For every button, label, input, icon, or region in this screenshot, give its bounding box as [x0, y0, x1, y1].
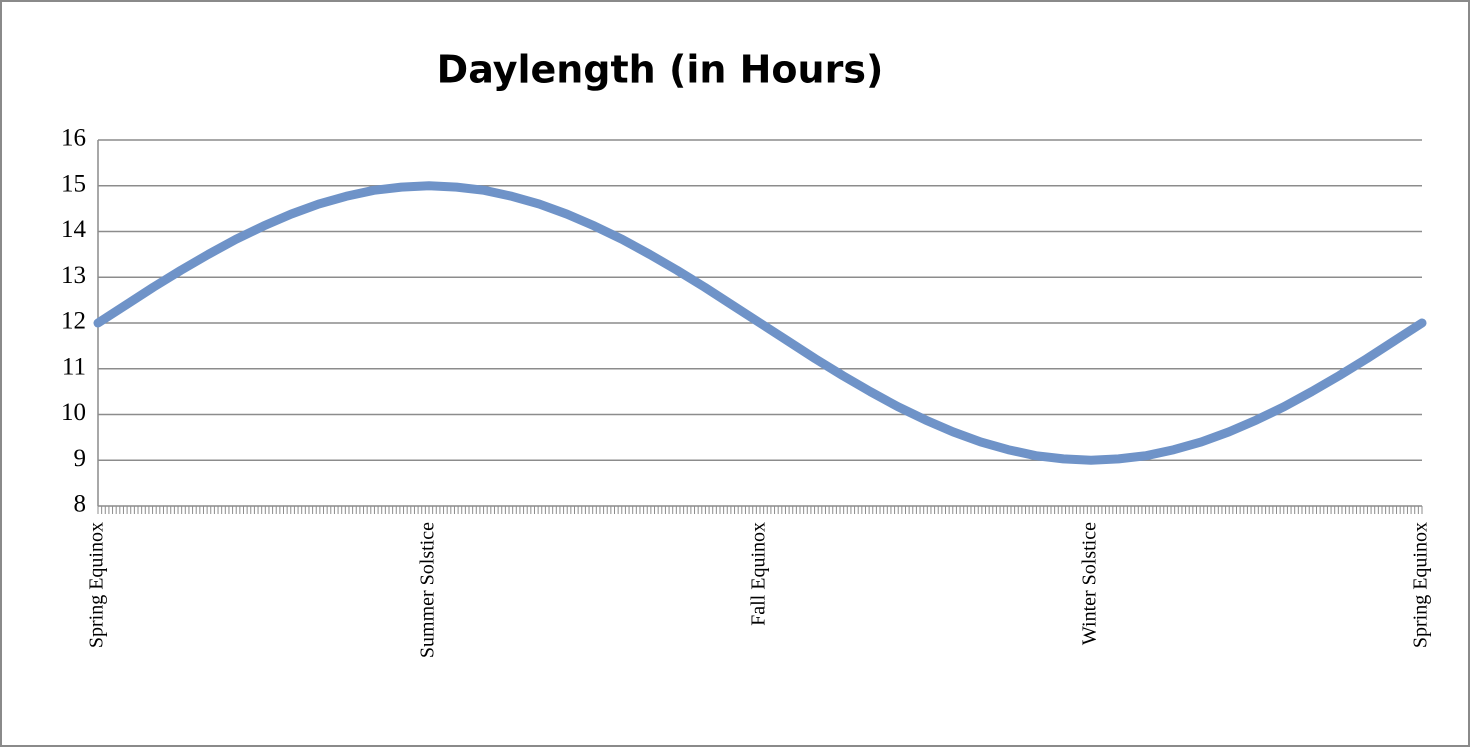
x-tick-label: Winter Solstice: [1079, 522, 1101, 645]
y-tick-label: 9: [74, 445, 87, 472]
x-tick-label: Spring Equinox: [86, 522, 108, 648]
y-tick-label: 11: [62, 353, 86, 380]
y-tick-label: 16: [61, 125, 86, 152]
y-tick-label: 8: [74, 491, 87, 518]
x-tick-label: Fall Equinox: [748, 522, 770, 626]
x-tick-label: Spring Equinox: [1410, 522, 1432, 648]
y-tick-label: 10: [61, 399, 86, 426]
y-tick-label: 13: [61, 262, 86, 289]
data-line: [93, 181, 1427, 465]
y-tick-label: 14: [61, 216, 87, 243]
y-tick-label: 12: [61, 308, 86, 335]
x-tick-label: Summer Solstice: [417, 522, 439, 658]
y-tick-label: 15: [61, 170, 86, 197]
chart-title: Daylength (in Hours): [437, 48, 884, 92]
